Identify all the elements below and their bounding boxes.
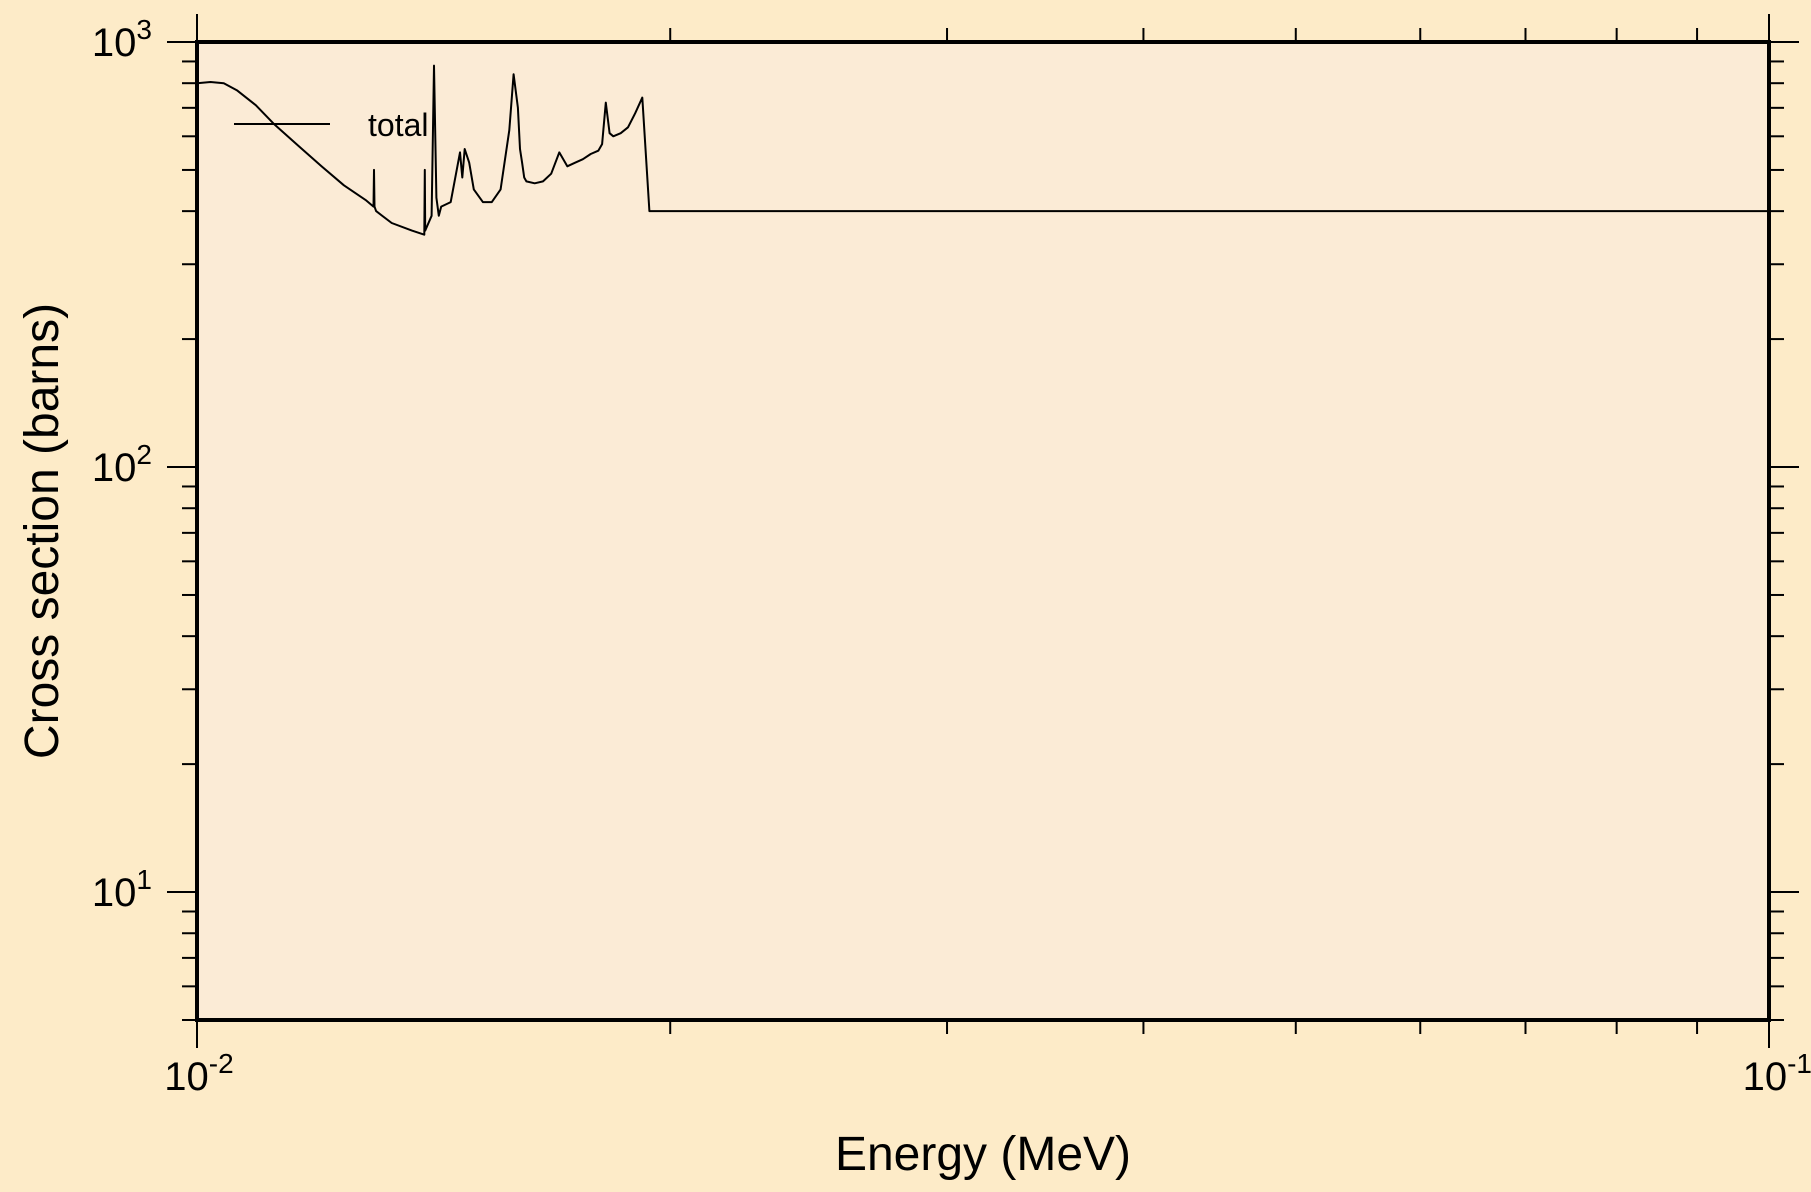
legend-label: total xyxy=(368,107,428,143)
axis-ticks xyxy=(167,14,1799,1048)
y-tick-label: 101 xyxy=(92,864,152,915)
series-line-total xyxy=(196,64,1769,236)
plot-frame xyxy=(195,40,1771,1022)
legend: total xyxy=(234,107,428,143)
y-tick-label: 103 xyxy=(92,14,152,65)
x-axis-label: Energy (MeV) xyxy=(835,1128,1131,1181)
y-tick-label: 102 xyxy=(92,439,152,490)
y-axis-label: Cross section (barns) xyxy=(16,303,69,759)
series-group xyxy=(196,64,1769,236)
tick-labels: 10-2 10-1 101 102 103 xyxy=(92,14,1811,1099)
x-tick-label: 10-1 xyxy=(1743,1048,1811,1099)
x-tick-label: 10-2 xyxy=(164,1048,233,1099)
plot-area xyxy=(197,42,1769,1020)
